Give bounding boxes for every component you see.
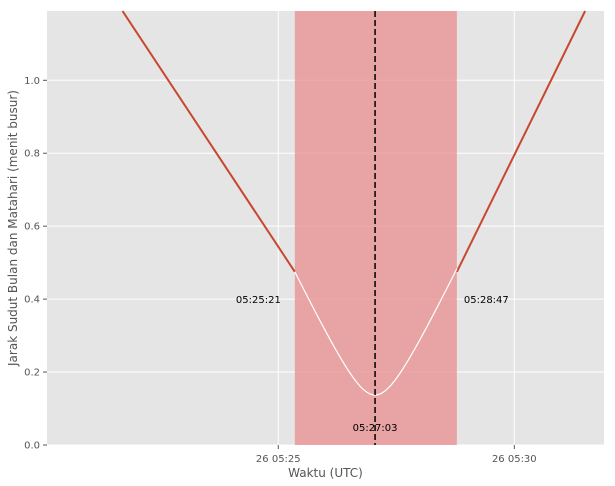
y-tick-label: 0.8 (24, 149, 40, 160)
eclipse-band (294, 11, 457, 445)
y-tick-label: 0.4 (24, 295, 40, 306)
x-tick-label: 26 05:30 (492, 454, 537, 465)
x-tick-label: 26 05:25 (256, 454, 301, 465)
x-axis-label: Waktu (UTC) (288, 466, 363, 480)
y-tick-label: 0.6 (24, 222, 40, 233)
y-ticks: 0.0 0.2 0.4 0.6 0.8 1.0 (24, 76, 47, 452)
distance-curve (121, 10, 587, 396)
curve-segment-during (294, 268, 458, 396)
eclipse-end-label: 05:28:47 (464, 295, 509, 306)
eclipse-start-label: 05:25:21 (236, 295, 281, 306)
y-axis-label: Jarak Sudut Bulan dan Matahari (menit bu… (6, 90, 20, 367)
maximum-label: 05:27:03 (353, 423, 398, 434)
x-ticks: 26 05:25 26 05:30 (256, 445, 537, 465)
y-tick-label: 0.0 (24, 441, 40, 452)
y-tick-label: 1.0 (24, 76, 40, 87)
curve-segment-before (121, 10, 296, 273)
curve-segment-after (455, 10, 587, 273)
y-tick-label: 0.2 (24, 368, 40, 379)
